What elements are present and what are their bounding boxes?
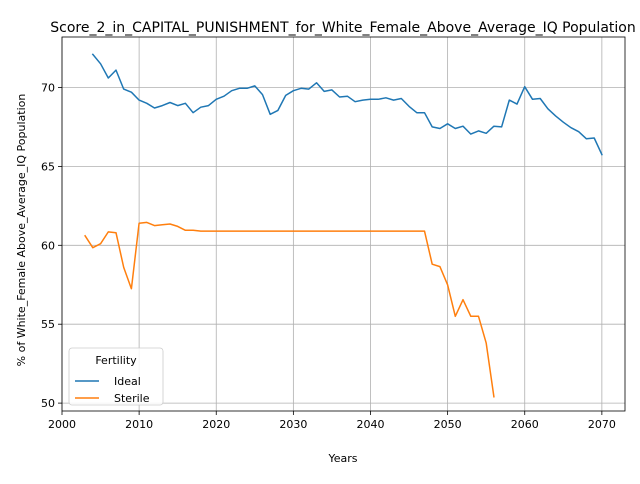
x-tick-label: 2040 (356, 418, 384, 431)
series-lines (84, 53, 603, 398)
series-line-ideal (91, 53, 603, 156)
x-tick-label: 2010 (125, 418, 153, 431)
legend-title: Fertility (95, 354, 137, 367)
y-tick-label: 50 (41, 397, 55, 410)
series-line-sterile (84, 221, 495, 398)
y-tick-label: 70 (41, 81, 55, 94)
x-axis-label: Years (327, 452, 357, 465)
legend-box (68, 347, 164, 406)
x-tick-label: 2050 (434, 418, 462, 431)
plot-area-frame (61, 36, 626, 412)
legend: Fertility Ideal Sterile (68, 347, 164, 406)
y-tick-label: 65 (41, 160, 55, 173)
x-tick-label: 2030 (279, 418, 307, 431)
x-tick-label: 2070 (588, 418, 616, 431)
x-axis-ticks: 2000 2010 2020 2030 2040 2050 2060 2070 (48, 411, 616, 431)
chart-title: Score_2_in_CAPITAL_PUNISHMENT_for_White_… (50, 20, 635, 36)
y-axis-ticks: 50 55 60 65 70 (41, 81, 62, 410)
legend-label-ideal: Ideal (114, 375, 141, 388)
y-tick-label: 55 (41, 318, 55, 331)
y-axis-label: % of White_Female Above_Average_IQ Popul… (15, 94, 28, 367)
grid (61, 37, 625, 411)
legend-label-sterile: Sterile (114, 392, 150, 405)
x-tick-label: 2000 (48, 418, 76, 431)
y-tick-label: 60 (41, 239, 55, 252)
x-tick-label: 2060 (511, 418, 539, 431)
x-tick-label: 2020 (202, 418, 230, 431)
